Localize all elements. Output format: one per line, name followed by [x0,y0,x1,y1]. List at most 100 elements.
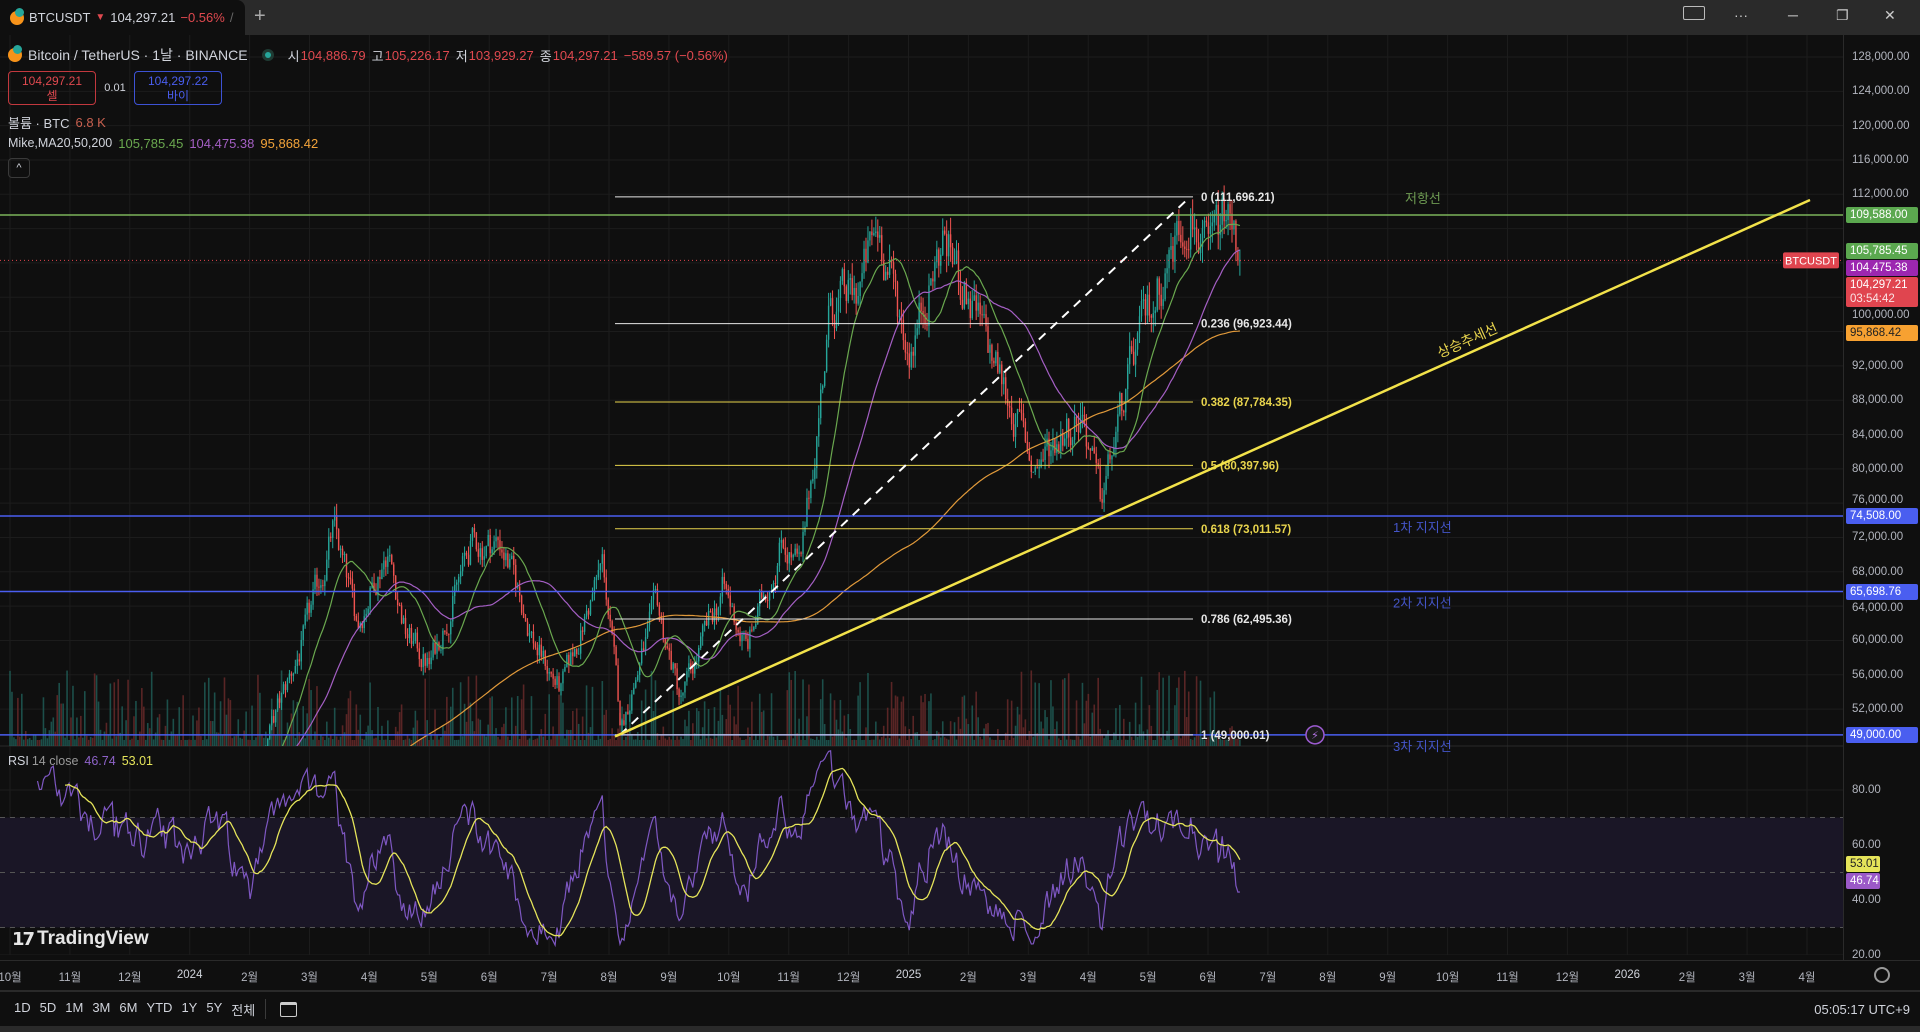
volume-bar [875,721,877,746]
candle-body [242,772,243,773]
volume-bar [422,737,425,746]
volume-bar [420,738,423,746]
candle-body [1231,213,1233,230]
sell-button[interactable]: 104,297.21 셀 [8,71,96,105]
menu-button[interactable]: ··· [1734,7,1748,23]
rsi-tick: 20.00 [1852,949,1881,961]
candle-body [169,795,170,802]
candle-body [540,644,543,657]
volume-bar [979,736,981,746]
candle-body [816,436,818,468]
candle-body [564,666,566,672]
collapse-legend-button[interactable]: ^ [8,158,30,178]
volume-bar [357,729,360,746]
range-button-5d[interactable]: 5D [39,999,57,1015]
range-button-전체[interactable]: 전체 [231,1002,256,1018]
candle-body [198,792,199,793]
volume-bar [469,702,472,746]
range-button-3m[interactable]: 3M [92,999,111,1015]
close-button[interactable]: ✕ [1884,7,1896,23]
volume-bar [760,711,763,746]
volume-bar [1115,708,1117,746]
volume-bar [821,679,824,746]
volume-bar [62,703,64,746]
candle-body [572,652,574,657]
tradingview-logo[interactable]: 𝟭𝟳 TradingView [12,928,149,950]
volume-bar [615,739,617,746]
candle-body [236,770,237,778]
candle-body [995,351,997,364]
candle-body [501,549,503,553]
range-button-ytd[interactable]: YTD [146,999,173,1015]
candle-body [450,621,452,635]
range-button-1m[interactable]: 1M [65,999,84,1015]
current-price-tag: BTCUSDT [1783,252,1839,269]
buy-button[interactable]: 104,297.22 바이 [134,71,222,105]
volume-bar [137,739,139,746]
candle-body [798,552,800,554]
candle-body [341,548,344,556]
price-tick: 68,000.00 [1852,565,1904,578]
candle-body [373,582,375,593]
volume-bar [562,702,564,746]
candle-body [544,650,546,667]
price-axis-label: 104,297.21 03:54:42 [1846,276,1918,307]
volume-bar [971,705,974,746]
volume-bar [152,739,155,746]
settings-gear-icon[interactable] [1874,967,1890,983]
volume-bar [446,696,448,746]
candle-body [493,541,495,550]
price-axis-label-value: 104,297.21 [1850,278,1908,291]
symbol-title[interactable]: Bitcoin / TetherUS · 1날 · BINANCE [28,47,248,63]
volume-bar [239,737,242,746]
candle-body [650,599,653,612]
tab-price: 104,297.21 [110,10,176,25]
volume-bar [924,693,926,746]
candle-body [497,537,499,541]
volume-bar [70,717,72,746]
price-axis-label-value: 49,000.00 [1850,728,1902,741]
volume-bar [1014,725,1017,746]
date-range-calendar-icon[interactable] [280,1001,298,1017]
tab-btcusdt[interactable]: BTCUSDT ▼ 104,297.21 −0.56% / [0,0,245,35]
price-tick: 112,000.00 [1852,188,1909,201]
candle-body [1215,204,1217,216]
restore-button[interactable]: ❐ [1836,7,1849,23]
volume-bar [587,732,590,746]
range-button-1d[interactable]: 1D [14,999,31,1015]
volume-bar [294,737,297,746]
candle-body [918,302,920,329]
volume-bar [1008,739,1011,746]
candle-body [635,680,637,688]
candle-body [965,282,968,305]
new-tab-button[interactable]: + [254,5,266,27]
layout-icon[interactable] [1683,6,1705,20]
time-label: 3월 [301,972,318,984]
price-axis[interactable]: 109,588.00 105,785.45 104,475.38 104,297.21… [1843,35,1920,961]
range-button-1y[interactable]: 1Y [181,999,198,1015]
clock[interactable]: 05:05:17 UTC+9 [1814,1001,1910,1017]
time-axis[interactable]: 10월 11월 12월 2024 2월 3월 4월 5월 6월 7월 8월 9월 10월 11월 12월 20… [0,960,1920,990]
volume-bar [957,716,960,746]
volume-bar [520,699,523,746]
volume-bar [1111,739,1113,746]
volume-bar [298,732,301,746]
ma-legend[interactable]: Mike,MA20,50,200 105,785.45 104,475.38 9… [8,132,728,154]
volume-bar [278,696,281,746]
volume-bar [32,735,35,746]
candle-body [1018,409,1021,411]
volume-bar [536,738,539,746]
rsi-legend[interactable]: RSI 14 close 46.74 53.01 [8,754,153,768]
candle-body [520,595,523,613]
price-chart[interactable]: BTCUSDT 저항선 1차 지지선 2차 지지선 3차 지지선 0 (111,696.2… [0,35,1843,955]
minimize-button[interactable]: ─ [1788,7,1798,23]
candle-body [1119,392,1121,415]
volume-legend[interactable]: 볼륨 · BTC 6.8 K [8,112,728,132]
volume-bar [229,700,232,746]
horizontal-line-label: 1차 지지선 [1393,520,1452,535]
volume-bar [1069,739,1072,746]
range-button-6m[interactable]: 6M [119,999,138,1015]
candle-body [389,555,391,557]
range-button-5y[interactable]: 5Y [206,999,223,1015]
candle-body [552,673,554,679]
